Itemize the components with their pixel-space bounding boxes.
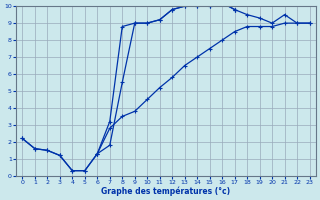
X-axis label: Graphe des températures (°c): Graphe des températures (°c): [101, 186, 230, 196]
